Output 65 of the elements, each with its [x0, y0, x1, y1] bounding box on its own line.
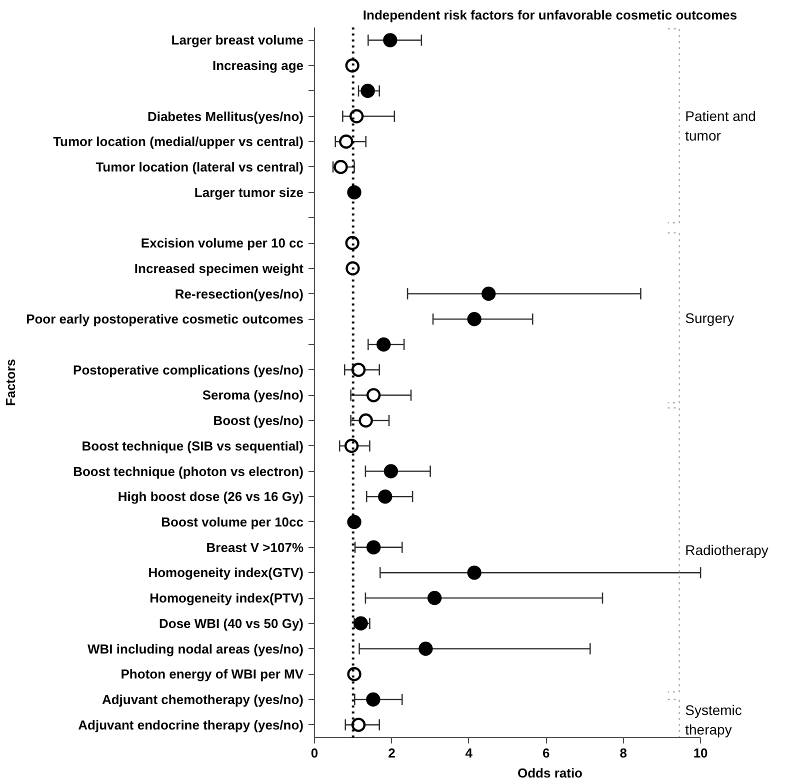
point [334, 160, 348, 174]
point [427, 590, 442, 606]
y-tick-label: WBI including nodal areas (yes/no) [88, 641, 304, 656]
point [344, 438, 359, 453]
y-tick-label: Excision volume per 10 cc [140, 236, 304, 251]
y-tick-label: Boost volume per 10cc [161, 514, 304, 530]
annotation: Radiotherapy [685, 542, 768, 558]
point [360, 84, 375, 98]
point [347, 514, 362, 530]
y-axis-title: Factors [3, 359, 18, 406]
x-tick-label: 8 [620, 746, 627, 760]
y-tick-label: Seroma (yes/no) [202, 388, 304, 403]
point [349, 109, 364, 124]
y-tick-label: Tumor location (medial/upper vs central) [53, 134, 304, 150]
y-tick-label: High boost dose (26 vs 16 Gy) [118, 489, 304, 504]
y-tick-label: Breast V >107% [206, 540, 304, 555]
point [376, 337, 391, 352]
y-tick-label: Boost technique (photon vs electron) [73, 464, 304, 479]
y-tick-label: Adjuvant chemotherapy (yes/no) [102, 692, 304, 707]
x-tick-label: 10 [693, 746, 708, 760]
y-tick-label: Adjuvant endocrine therapy (yes/no) [78, 717, 304, 732]
x-tick-label: 0 [310, 746, 318, 760]
point [354, 616, 368, 630]
point [347, 667, 362, 682]
point [339, 134, 354, 149]
y-tick-label: Boost (yes/no) [213, 413, 304, 428]
annotation: Systemic therapy [685, 702, 742, 738]
y-tick-label: Postoperative complications (yes/no) [73, 362, 304, 378]
y-tick-label: Increasing age [212, 58, 304, 74]
y-tick-label: Diabetes Mellitus(yes/no) [147, 108, 304, 124]
point [482, 286, 496, 301]
x-axis-title: Odds ratio [517, 766, 583, 780]
point [345, 236, 360, 250]
point [351, 718, 366, 732]
x-tick-label: 4 [465, 746, 474, 760]
point [345, 58, 360, 73]
chart-title: Independent risk factors for unfavorable cosmetic outcomes [362, 8, 738, 22]
point [383, 33, 398, 48]
point [467, 312, 482, 326]
y-tick-label: Boost technique (SIB vs sequential) [82, 438, 304, 454]
y-tick-label: Dose WBI (40 vs 50 Gy) [159, 616, 304, 631]
point [366, 692, 380, 707]
point [418, 642, 433, 656]
point [347, 185, 362, 200]
point [358, 413, 373, 428]
point [467, 566, 482, 580]
point [346, 261, 360, 276]
x-tick-label: 6 [542, 746, 550, 760]
point [384, 464, 398, 478]
y-tick-label: Homogeneity index(PTV) [150, 590, 304, 606]
annotation: Patient and tumor [685, 108, 756, 144]
y-tick-label: Larger tumor size [194, 184, 304, 200]
y-tick-label: Larger breast volume [171, 32, 304, 48]
y-tick-label: Homogeneity index(GTV) [148, 565, 304, 580]
y-tick-label: Increased specimen weight [134, 260, 304, 276]
point [366, 540, 381, 554]
point [366, 388, 381, 402]
point [351, 362, 366, 377]
y-tick-label: Tumor location (lateral vs central) [96, 159, 304, 174]
annotation: Surgery [685, 310, 734, 326]
y-tick-label: Photon energy of WBI per MV [120, 666, 304, 682]
point [378, 490, 392, 504]
x-tick-label: 2 [388, 746, 396, 760]
y-tick-label: Poor early postoperative cosmetic outcomes [26, 312, 304, 327]
y-tick-label: Re-resection(yes/no) [174, 286, 304, 302]
